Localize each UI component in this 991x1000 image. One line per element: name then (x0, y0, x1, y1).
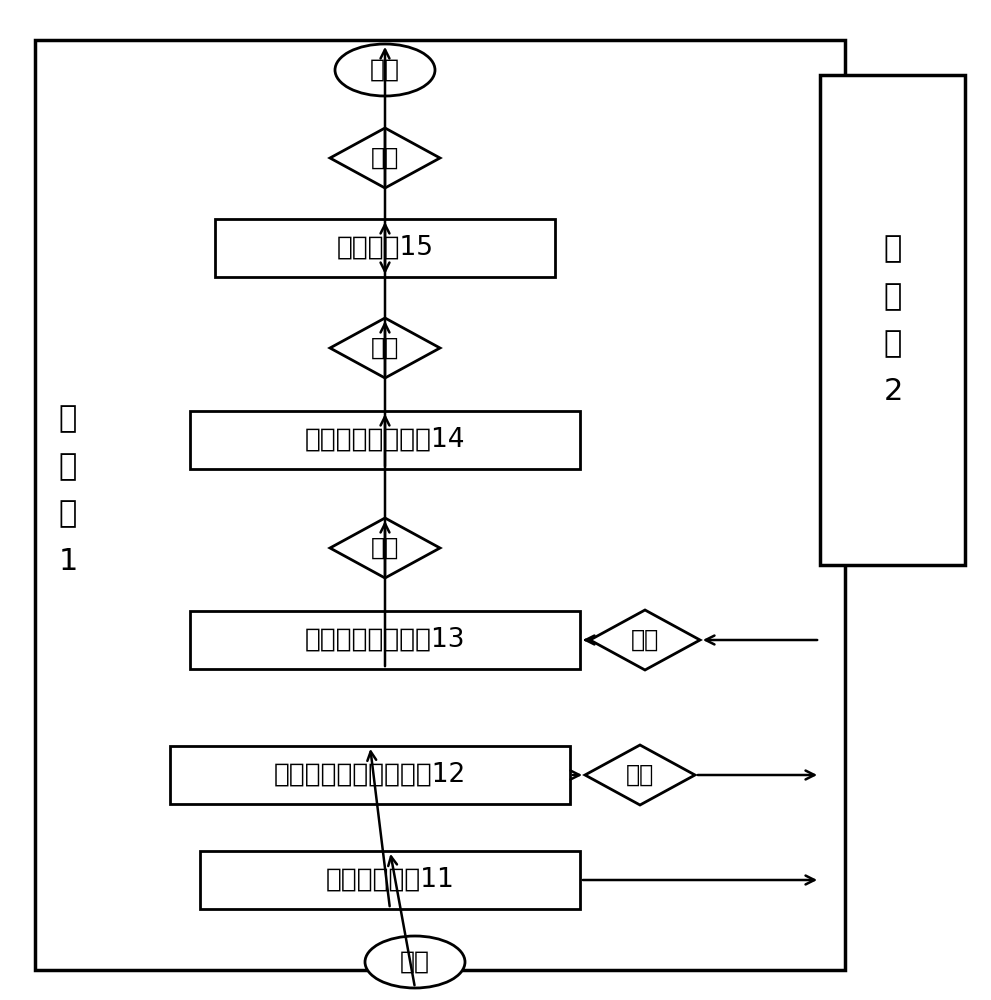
Bar (170, 746, 570, 804)
Bar (820, 75, 965, 565)
Text: 标准曲线绘制模块13: 标准曲线绘制模块13 (305, 627, 465, 653)
Text: 绘制: 绘制 (371, 536, 399, 560)
Bar (35, 40, 845, 970)
Bar (200, 851, 580, 909)
Polygon shape (330, 128, 440, 188)
Text: 数
据
库
2: 数 据 库 2 (883, 234, 903, 406)
Ellipse shape (335, 44, 435, 96)
Text: 用户: 用户 (370, 58, 400, 82)
Text: 处理: 处理 (371, 336, 399, 360)
Text: 数据输入模块11: 数据输入模块11 (326, 867, 455, 893)
Ellipse shape (365, 936, 465, 988)
Text: 用户: 用户 (400, 950, 430, 974)
Text: 筛选: 筛选 (371, 146, 399, 170)
Text: 计算: 计算 (626, 763, 654, 787)
Bar (215, 219, 555, 277)
Text: 调取: 调取 (631, 628, 659, 652)
Polygon shape (590, 610, 700, 670)
Bar (190, 611, 580, 669)
Text: 筛选模块15: 筛选模块15 (337, 235, 433, 261)
Polygon shape (330, 318, 440, 378)
Text: 标准曲线处理模块14: 标准曲线处理模块14 (305, 427, 465, 453)
Polygon shape (585, 745, 695, 805)
Text: 平均水稻数据计算模块12: 平均水稻数据计算模块12 (274, 762, 466, 788)
Text: 处
理
器
1: 处 理 器 1 (58, 404, 77, 576)
Bar (190, 411, 580, 469)
Polygon shape (330, 518, 440, 578)
